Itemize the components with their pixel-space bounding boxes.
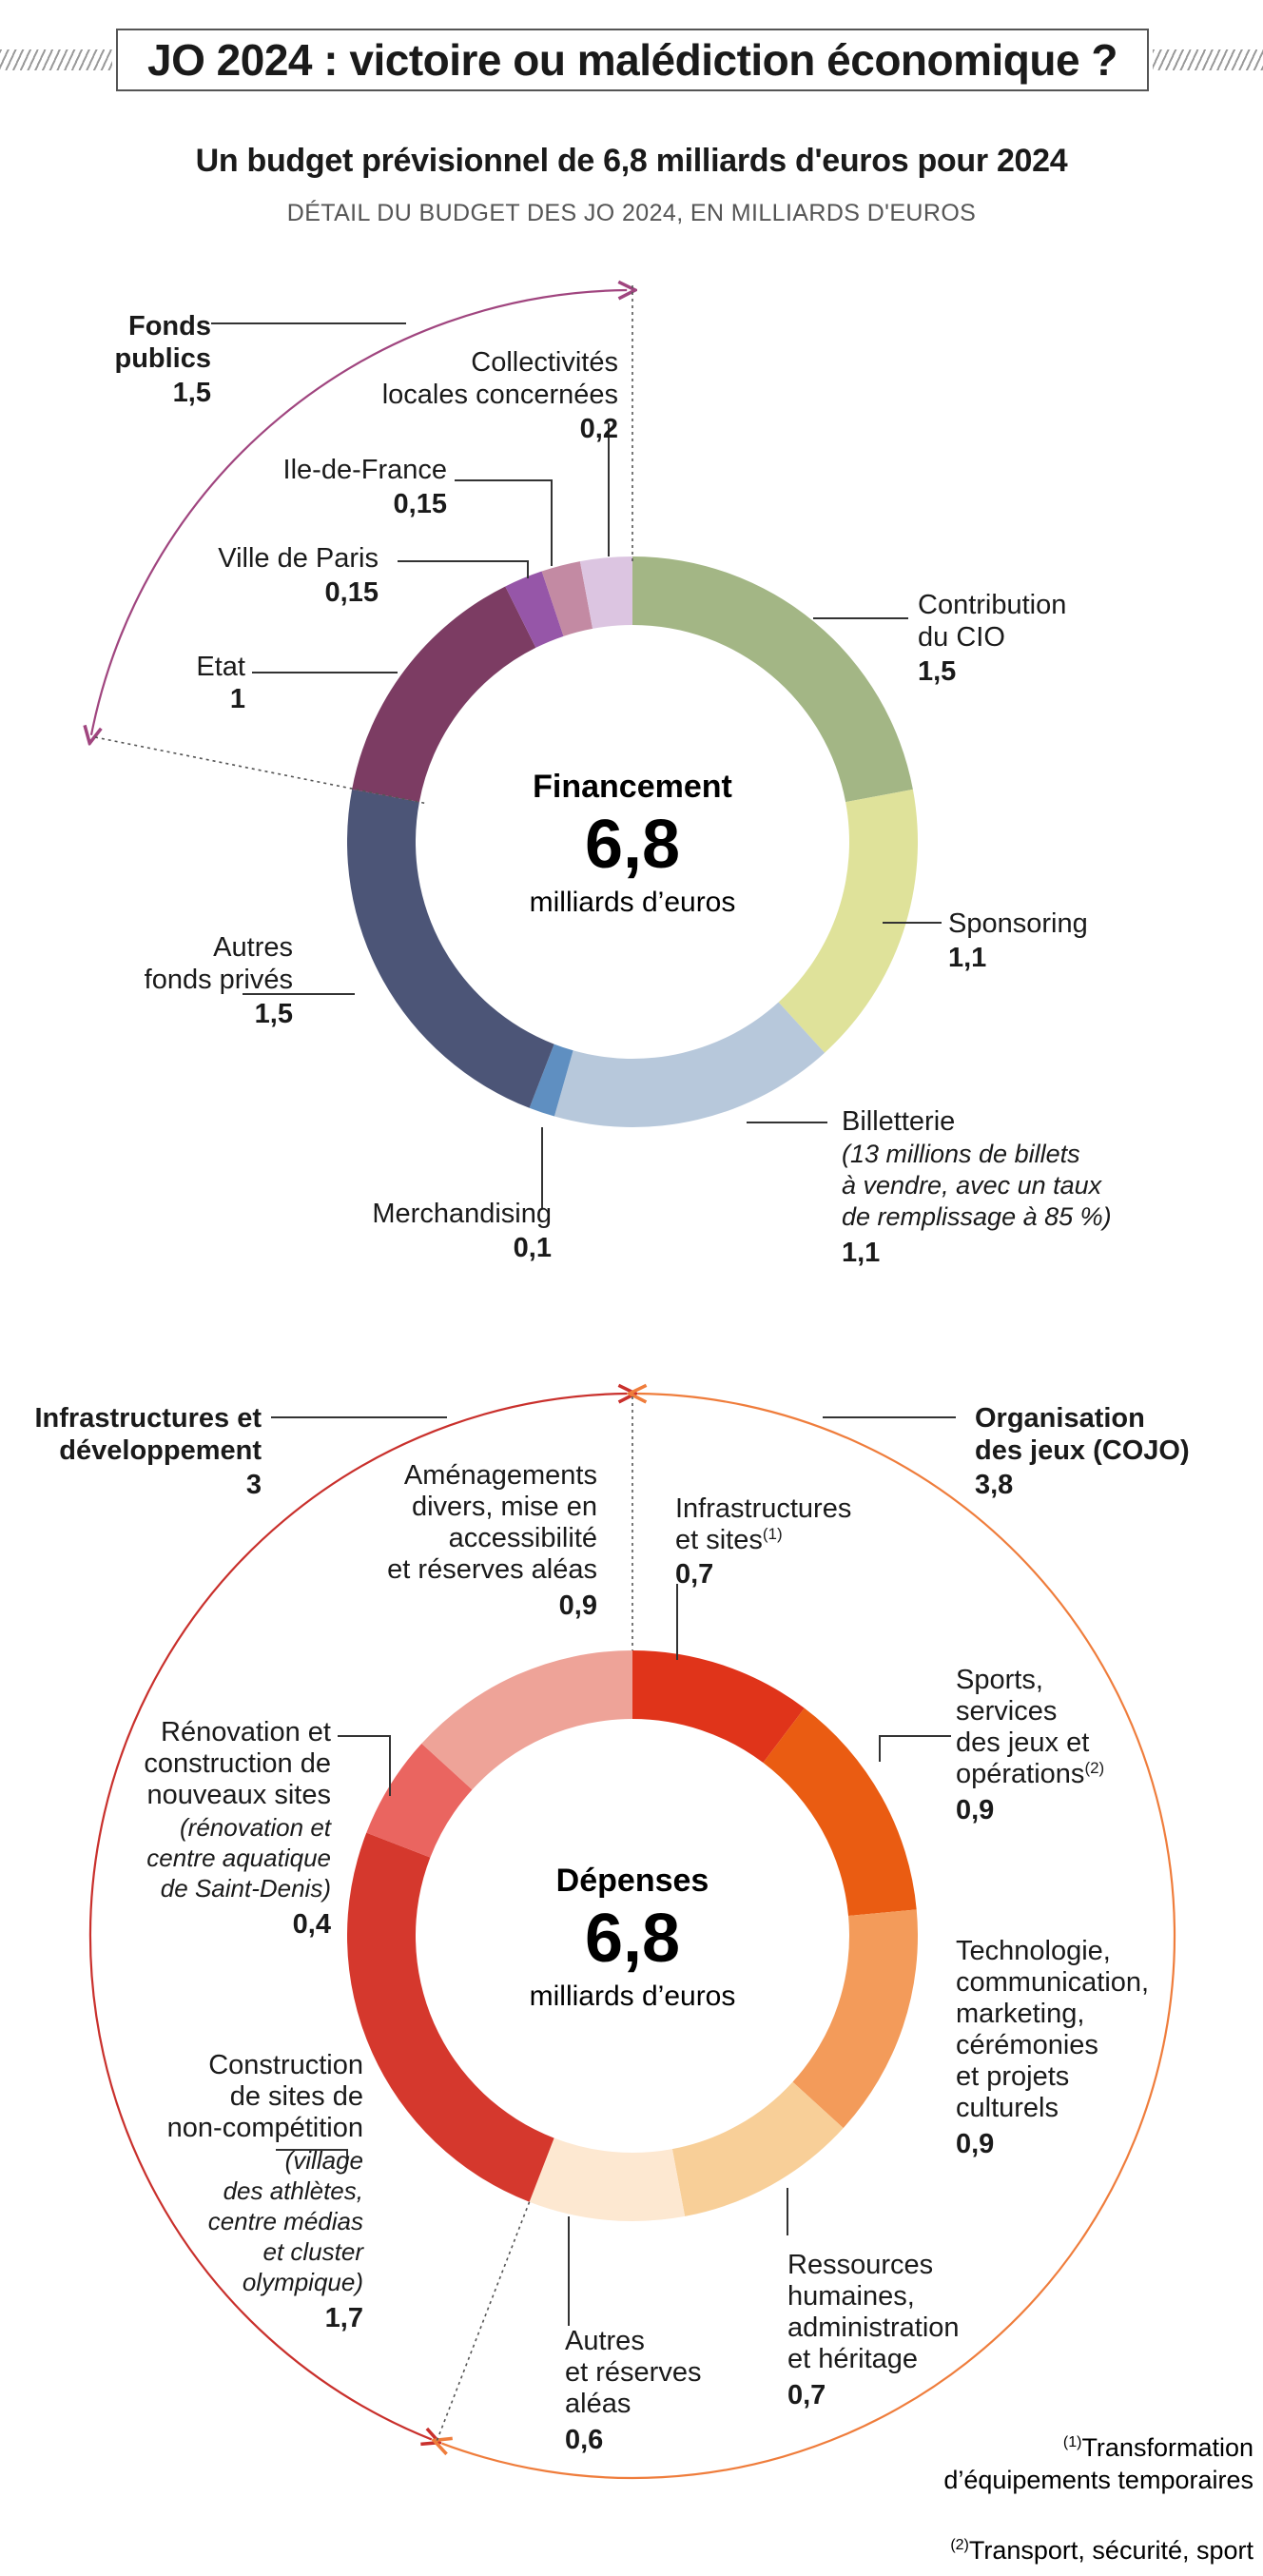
fin-center-value: 6,8 (585, 807, 680, 883)
fin-center-title: Financement (533, 769, 732, 805)
renovation-label: Rénovation et construction de nouveaux sit… (144, 1717, 332, 1940)
fonds-publics-label: Fonds publics 1,5 (114, 311, 211, 408)
idf-label: Ile-de-France 0,15 (283, 455, 447, 519)
fin-leaders (211, 322, 942, 1208)
fin-center-unit: milliards d’euros (530, 887, 736, 918)
slice-billetterie (554, 1002, 826, 1128)
autres-fonds-label: Autres fonds privés 1,5 (145, 932, 293, 1029)
footnote-2: (2)Transport, sécurité, sport (950, 2536, 1253, 2565)
infrastructures-arc (88, 1394, 627, 2439)
page-title: JO 2024 : victoire ou malédiction économ… (116, 29, 1149, 91)
billetterie-label: Billetterie (13 millions de billets à vend… (842, 1106, 1112, 1268)
amenagements-label: Aménagements divers, mise en accessibilité… (387, 1460, 597, 1621)
header-hatch-left (0, 49, 112, 70)
dep-center-title: Dépenses (556, 1863, 709, 1899)
slice-autres-fonds-prives (346, 789, 554, 1108)
fonds-publics-arc (91, 290, 627, 735)
cojo-arc (441, 1394, 1176, 2480)
collectivites-label: Collectivités locales concernées 0,2 (382, 347, 618, 444)
slice-renovation-et-construction-de-nouveaux-sites (366, 1743, 473, 1858)
etat-label: Etat 1 (196, 652, 245, 714)
depenses-donut (346, 1650, 919, 2221)
header-hatch-right (1153, 49, 1263, 70)
dep-center-value: 6,8 (585, 1901, 680, 1977)
cojo-label: Organisation des jeux (COJO) 3,8 (975, 1403, 1190, 1500)
slice-sponsoring (778, 789, 918, 1053)
slice-infrastructures-et-sites (632, 1650, 805, 1764)
infra-dev-label: Infrastructures et développement 3 (34, 1403, 262, 1500)
autres-reserves-label: Autres et réserves aléas 0,6 (565, 2326, 701, 2455)
construction-label: Construction de sites de non-compétition (v… (167, 2050, 365, 2333)
technologie-label: Technologie, communication, marketing, céré… (956, 1936, 1149, 2159)
slice-amenagements-divers-mise-en-accessibilite-et-reserves-aleas (421, 1650, 632, 1790)
dep-divider-bottom (436, 2201, 531, 2442)
chart-caption: DÉTAIL DU BUDGET DES JO 2024, EN MILLIAR… (286, 200, 977, 226)
merchandising-label: Merchandising 0,1 (372, 1199, 552, 1263)
slice-sports-services-des-jeux-et-operations (763, 1708, 917, 1916)
paris-label: Ville de Paris 0,15 (218, 543, 379, 608)
slice-merchandising (529, 1044, 573, 1117)
dep-center-unit: milliards d’euros (530, 1981, 736, 2012)
ressources-label: Ressources humaines, administration et héri… (787, 2250, 960, 2410)
sponsoring-label: Sponsoring 1,1 (948, 908, 1088, 973)
slice-technologie-communication-marketing-ceremonies-et-projets-culturels (792, 1909, 919, 2129)
slice-etat (352, 586, 536, 803)
slice-construction-de-sites-de-non-competition (346, 1832, 554, 2202)
slice-contribution-du-cio (632, 556, 913, 803)
dep-leaders (271, 1416, 956, 2326)
sports-label: Sports, services des jeux et opérations(2) 0… (956, 1665, 1104, 1825)
chart-subtitle: Un budget prévisionnel de 6,8 milliards … (195, 143, 1068, 179)
header: JO 2024 : victoire ou malédiction économ… (0, 29, 1263, 95)
slice-ressources-humaines-administration-et-heritage (671, 2081, 844, 2216)
infra-sites-label: Infrastructures et sites(1) 0,7 (675, 1493, 851, 1590)
slice-autres-et-reserves-aleas (529, 2137, 686, 2221)
cio-label: Contribution du CIO 1,5 (918, 590, 1066, 687)
footnote-1: (1)Transformation d’équipements temporair… (943, 2433, 1253, 2494)
